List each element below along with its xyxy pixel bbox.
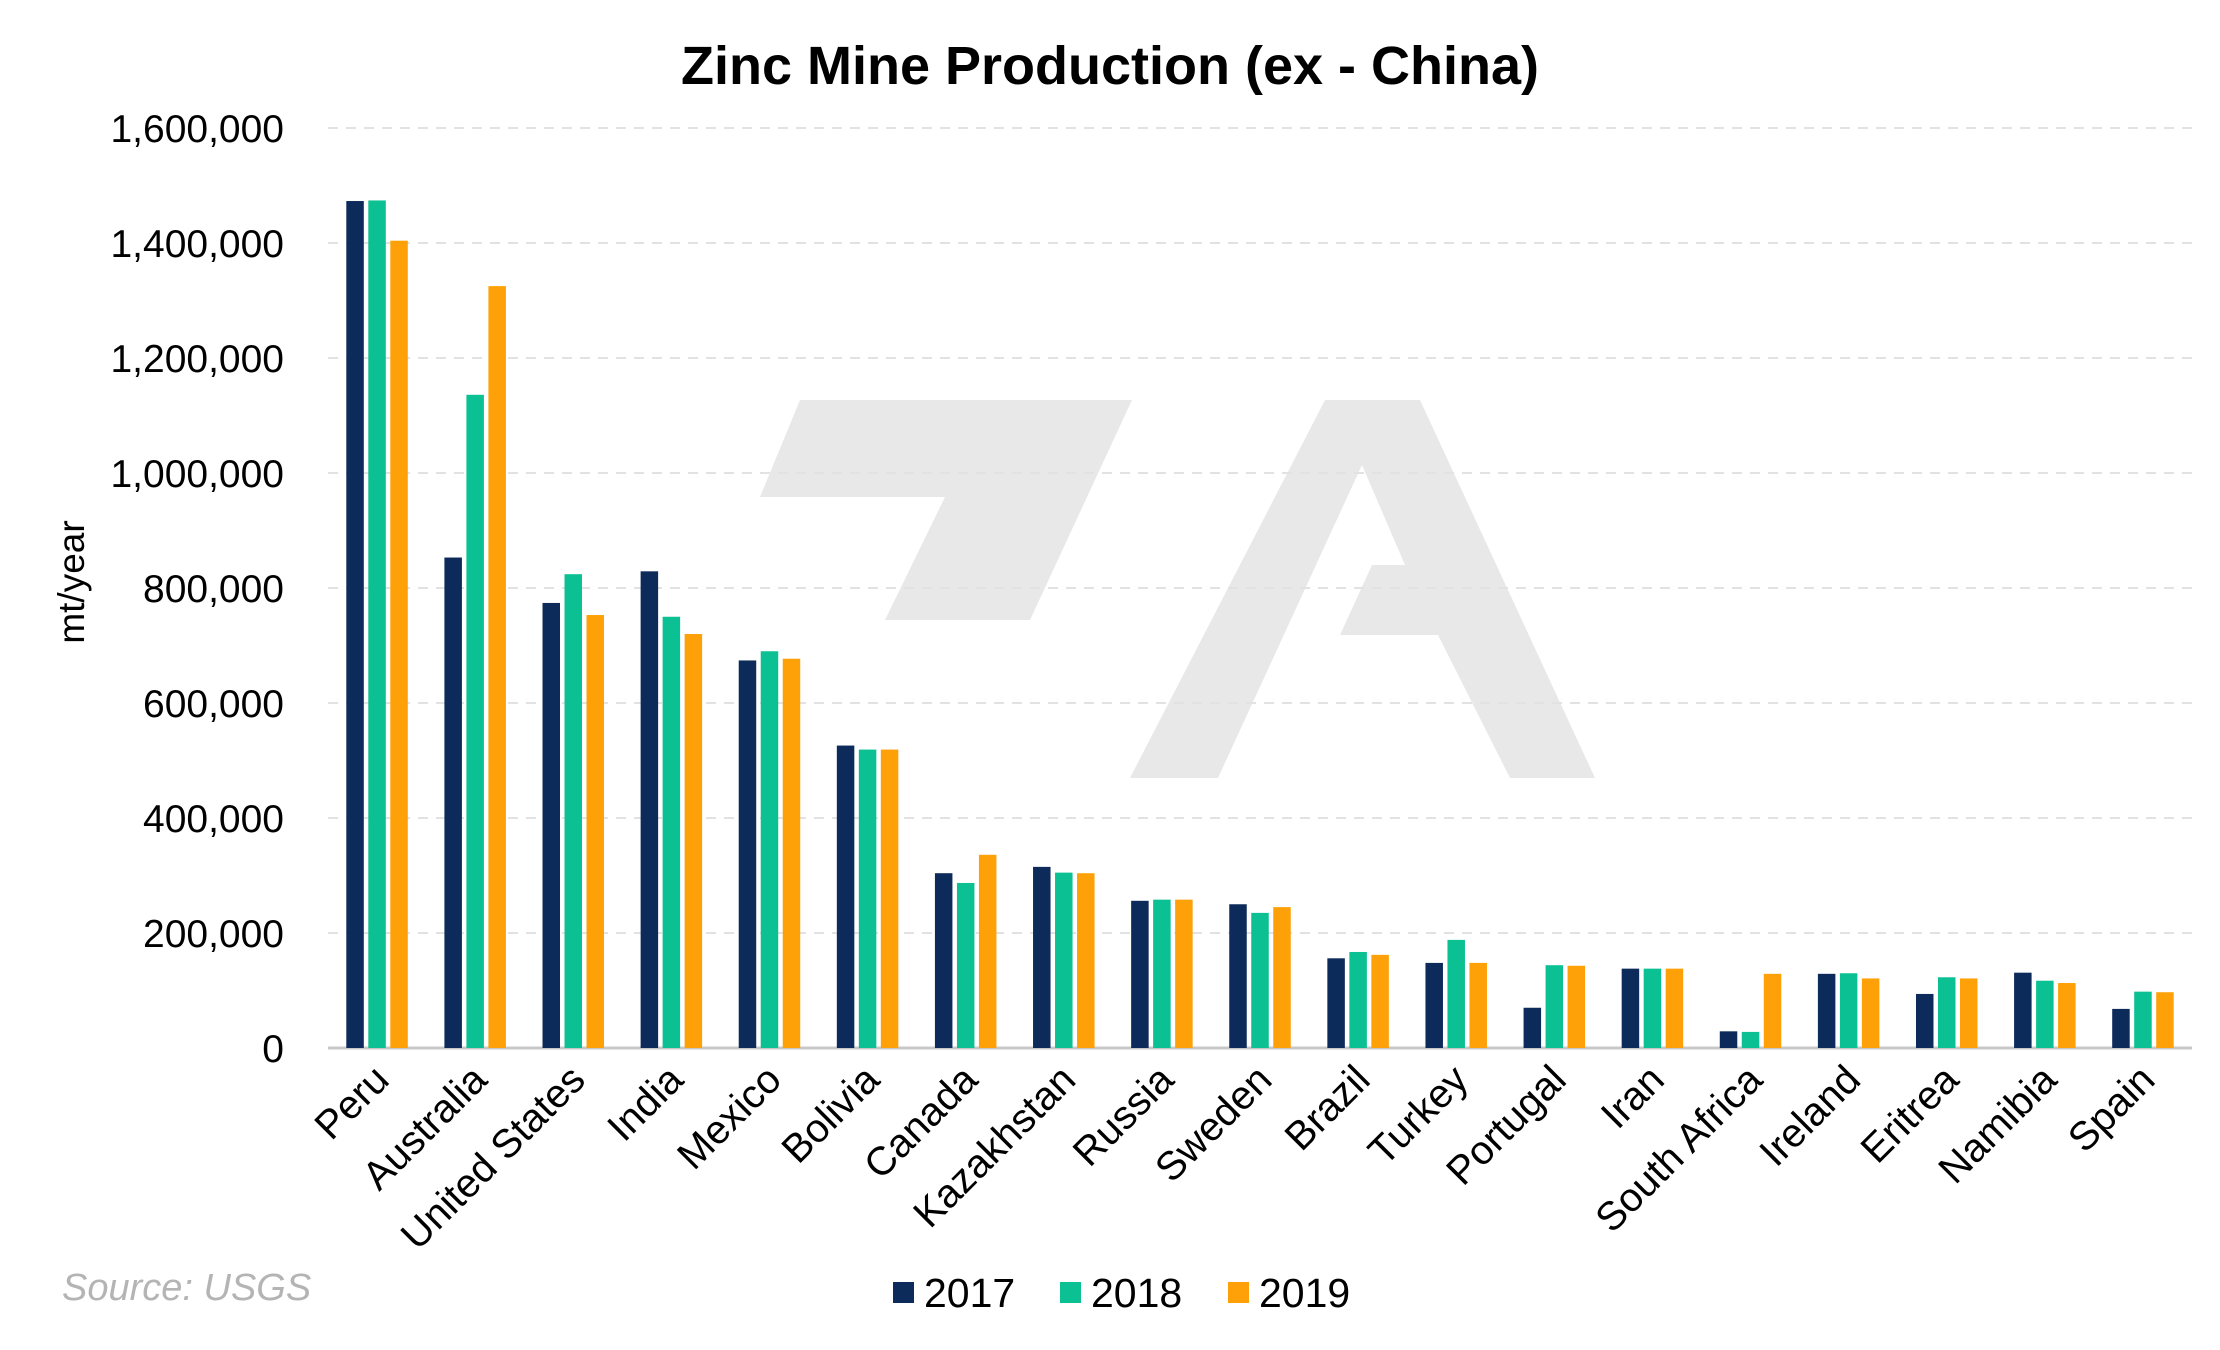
bar-spain-2017 (2112, 1008, 2130, 1048)
legend: 2017 2018 2019 (893, 1270, 1350, 1316)
bar-kazakhstan-2018 (1055, 872, 1073, 1048)
bar-eritrea-2018 (1937, 977, 1956, 1048)
y-tick-label-3: 600,000 (143, 683, 284, 726)
bar-kazakhstan-2017 (1033, 866, 1051, 1048)
legend-swatch-2019 (1228, 1282, 1249, 1303)
bar-australia-2018 (466, 394, 484, 1048)
bar-south-africa-2017 (1719, 1031, 1738, 1048)
x-tick-label-spain: Spain (2060, 1057, 2163, 1160)
bar-peru-2019 (390, 240, 408, 1048)
chart-title: Zinc Mine Production (ex - China) (681, 36, 1539, 96)
bar-brazil-2018 (1349, 951, 1367, 1048)
bar-eritrea-2019 (1959, 978, 1978, 1048)
bar-india-2019 (684, 634, 703, 1048)
gridlines (328, 127, 2192, 934)
bar-sweden-2017 (1229, 904, 1247, 1048)
bar-ireland-2017 (1817, 973, 1836, 1048)
bar-eritrea-2017 (1915, 993, 1934, 1048)
bar-portugal-2019 (1567, 965, 1586, 1048)
bar-mexico-2019 (782, 658, 801, 1048)
x-tick-label-india: India (599, 1057, 692, 1150)
bar-mexico-2017 (738, 660, 757, 1048)
bar-portugal-2018 (1545, 965, 1564, 1048)
bar-iran-2019 (1665, 968, 1684, 1048)
bar-australia-2017 (444, 557, 462, 1048)
bar-united-states-2018 (564, 574, 583, 1048)
y-tick-label-2: 400,000 (143, 798, 284, 841)
bar-iran-2018 (1643, 968, 1662, 1048)
bar-spain-2019 (2156, 992, 2174, 1048)
bar-russia-2018 (1153, 899, 1171, 1048)
bar-ireland-2018 (1839, 973, 1858, 1048)
y-tick-label-0: 0 (262, 1028, 284, 1071)
bar-brazil-2017 (1327, 958, 1345, 1048)
bar-portugal-2017 (1523, 1007, 1542, 1048)
bar-south-africa-2018 (1741, 1031, 1760, 1048)
bar-canada-2019 (978, 854, 997, 1048)
bar-united-states-2019 (586, 615, 605, 1048)
source-note: Source: USGS (62, 1267, 311, 1309)
bar-iran-2017 (1621, 968, 1640, 1048)
y-tick-label-4: 800,000 (143, 568, 284, 611)
bar-australia-2019 (488, 286, 506, 1048)
bar-sweden-2018 (1251, 912, 1269, 1048)
y-tick-label-5: 1,000,000 (110, 453, 284, 496)
bar-bolivia-2019 (880, 749, 899, 1048)
bar-india-2018 (662, 616, 681, 1048)
legend-swatch-2018 (1060, 1282, 1081, 1303)
bar-canada-2018 (956, 882, 975, 1048)
y-tick-label-6: 1,200,000 (110, 338, 284, 381)
x-tick-label-peru: Peru (307, 1057, 398, 1148)
legend-label-2018: 2018 (1091, 1270, 1182, 1316)
bar-turkey-2017 (1425, 962, 1443, 1048)
bar-kazakhstan-2019 (1077, 873, 1095, 1048)
bar-spain-2018 (2134, 991, 2152, 1048)
legend-swatch-2017 (893, 1282, 914, 1303)
bar-south-africa-2019 (1763, 973, 1782, 1048)
bars (346, 200, 2174, 1048)
x-tick-label-mexico: Mexico (669, 1057, 790, 1178)
bar-peru-2018 (368, 200, 386, 1048)
bar-brazil-2019 (1371, 954, 1389, 1048)
legend-label-2017: 2017 (924, 1270, 1015, 1316)
bar-turkey-2019 (1469, 962, 1487, 1048)
y-tick-label-7: 1,400,000 (110, 223, 284, 266)
bar-canada-2017 (934, 873, 953, 1048)
bar-peru-2017 (346, 201, 364, 1048)
y-axis-label: mt/year (51, 520, 92, 643)
legend-label-2019: 2019 (1259, 1270, 1350, 1316)
bar-namibia-2019 (2058, 983, 2076, 1048)
bar-ireland-2019 (1861, 978, 1880, 1048)
bar-india-2017 (640, 571, 659, 1048)
y-tick-label-1: 200,000 (143, 913, 284, 956)
bar-russia-2019 (1175, 899, 1193, 1048)
bar-russia-2017 (1131, 900, 1149, 1048)
bar-namibia-2018 (2036, 980, 2054, 1048)
bar-bolivia-2017 (836, 745, 855, 1048)
y-tick-label-8: 1,600,000 (110, 108, 284, 151)
bar-united-states-2017 (542, 602, 561, 1048)
bar-namibia-2017 (2014, 972, 2032, 1048)
bar-sweden-2019 (1273, 907, 1291, 1048)
bar-mexico-2018 (760, 651, 779, 1048)
x-tick-label-iran: Iran (1593, 1057, 1673, 1137)
y-axis: 0 200,000 400,000 600,000 800,000 1,000,000 1,… (110, 108, 2192, 1071)
bar-bolivia-2018 (858, 749, 877, 1048)
bar-turkey-2018 (1447, 939, 1465, 1048)
x-tick-label-ireland: Ireland (1751, 1057, 1869, 1175)
